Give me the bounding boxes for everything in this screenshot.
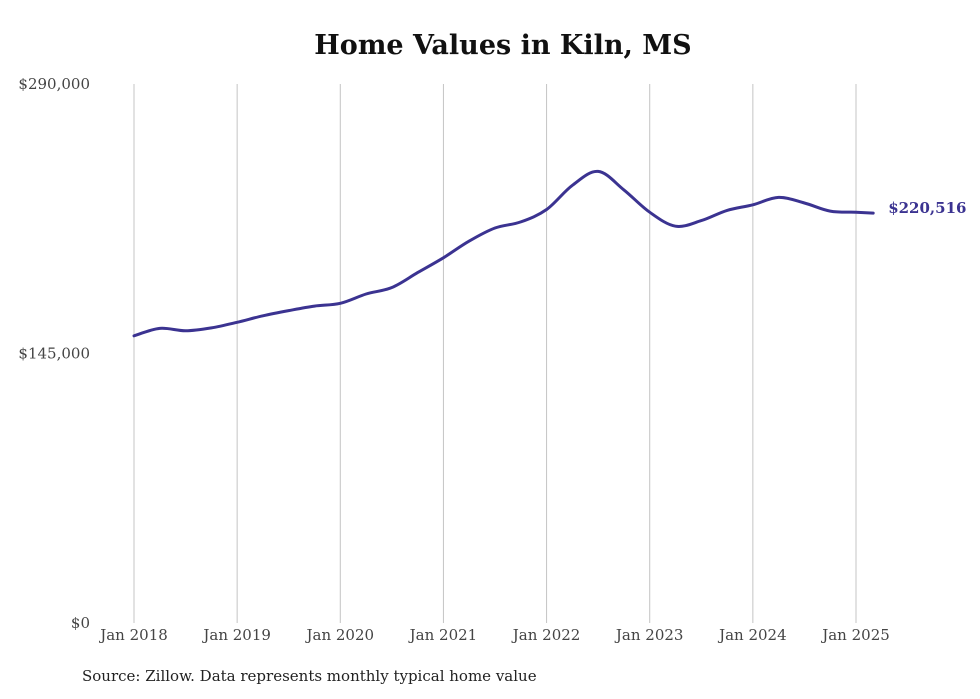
x-axis: Jan 2018 Jan 2019 Jan 2020 Jan 2021 Jan 2022… — [98, 626, 890, 644]
gridlines — [133, 84, 857, 623]
x-tick-label: Jan 2023 — [614, 626, 684, 644]
x-tick-label: Jan 2019 — [201, 626, 271, 644]
y-tick-label: $0 — [71, 614, 90, 632]
series-line — [132, 169, 875, 338]
end-value-label: $220,516 — [888, 199, 966, 217]
y-tick-label: $145,000 — [18, 345, 90, 363]
y-tick-label: $290,000 — [18, 75, 90, 93]
series-layer — [132, 169, 875, 338]
x-tick-label: Jan 2025 — [820, 626, 890, 644]
source-note: Source: Zillow. Data represents monthly … — [82, 667, 537, 685]
y-axis: $0 $145,000 $290,000 — [18, 75, 90, 632]
x-tick-label: Jan 2021 — [408, 626, 478, 644]
chart-title: Home Values in Kiln, MS — [314, 30, 692, 61]
x-tick-label: Jan 2024 — [717, 626, 787, 644]
x-tick-label: Jan 2020 — [305, 626, 375, 644]
x-tick-label: Jan 2022 — [511, 626, 581, 644]
x-tick-label: Jan 2018 — [98, 626, 168, 644]
